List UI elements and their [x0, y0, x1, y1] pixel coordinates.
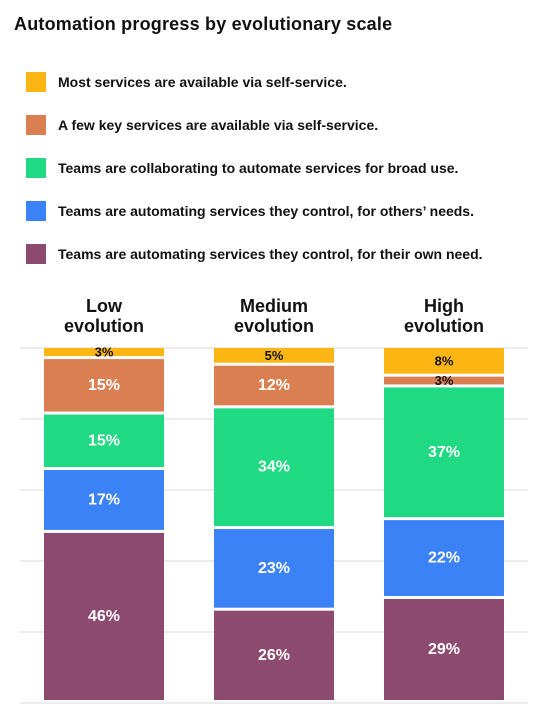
column-header-low: Low evolution — [34, 296, 174, 336]
legend-swatch — [26, 201, 46, 221]
legend-label: Teams are collaborating to automate serv… — [58, 160, 459, 176]
data-label: 15% — [88, 377, 120, 394]
legend-swatch — [26, 115, 46, 135]
bar-segment — [214, 365, 334, 406]
data-label: 15% — [88, 432, 120, 449]
bar-stack: 5% 12% 34% 23% 26% — [214, 348, 334, 700]
legend-swatch — [26, 244, 46, 264]
column-header-medium: Medium evolution — [204, 296, 344, 336]
data-label: 29% — [428, 641, 460, 658]
legend-label: A few key services are available via sel… — [58, 117, 379, 133]
bar-segment — [214, 408, 334, 527]
data-label: 26% — [258, 647, 290, 664]
bar-segment — [384, 387, 504, 518]
bar-segment — [214, 529, 334, 608]
column-header-line: Medium — [239, 296, 308, 316]
column-header-line: evolution — [404, 316, 484, 336]
data-label: 12% — [258, 377, 290, 394]
data-label: 3% — [95, 345, 114, 360]
column-header-high: High evolution — [374, 296, 514, 336]
legend-swatch — [26, 158, 46, 178]
data-label: 5% — [265, 348, 284, 363]
data-label: 37% — [428, 444, 460, 461]
bar-segment — [384, 599, 504, 700]
legend-item: Most services are available via self-ser… — [26, 72, 347, 92]
column-header-line: Low — [86, 296, 122, 316]
legend-label: Teams are automating services they contr… — [58, 203, 474, 219]
bar-segment — [44, 348, 164, 357]
data-label: 34% — [258, 459, 290, 476]
data-label: 3% — [435, 373, 454, 388]
bar-stack: 3% 15% 15% 17% 46% — [44, 345, 164, 700]
data-label: 8% — [435, 353, 454, 368]
data-label: 17% — [88, 491, 120, 508]
data-label: 46% — [88, 608, 120, 625]
bar-stack: 8% 3% 37% 22% 29% — [384, 348, 504, 700]
bar-segment — [384, 520, 504, 597]
bar-segment — [44, 414, 164, 468]
legend-label: Teams are automating services they contr… — [58, 246, 483, 262]
data-label: 22% — [428, 550, 460, 567]
column-header-line: evolution — [234, 316, 314, 336]
bar-segment — [214, 610, 334, 700]
column-header-line: evolution — [64, 316, 144, 336]
bar-segment — [384, 376, 504, 385]
legend-item: A few key services are available via sel… — [26, 115, 378, 135]
data-label: 23% — [258, 560, 290, 577]
bar-segment — [44, 470, 164, 530]
bar-segment — [384, 348, 504, 374]
legend-item: Teams are collaborating to automate serv… — [26, 158, 458, 178]
legend-item: Teams are automating services they contr… — [26, 201, 474, 221]
legend-swatch — [26, 72, 46, 92]
legend-label: Most services are available via self-ser… — [58, 74, 347, 90]
bar-segment — [44, 532, 164, 700]
legend-item: Teams are automating services they contr… — [26, 244, 483, 264]
bar-segment — [44, 359, 164, 412]
bar-segment — [214, 348, 334, 363]
chart-title: Automation progress by evolutionary scal… — [14, 14, 393, 34]
column-header-line: High — [424, 296, 464, 316]
